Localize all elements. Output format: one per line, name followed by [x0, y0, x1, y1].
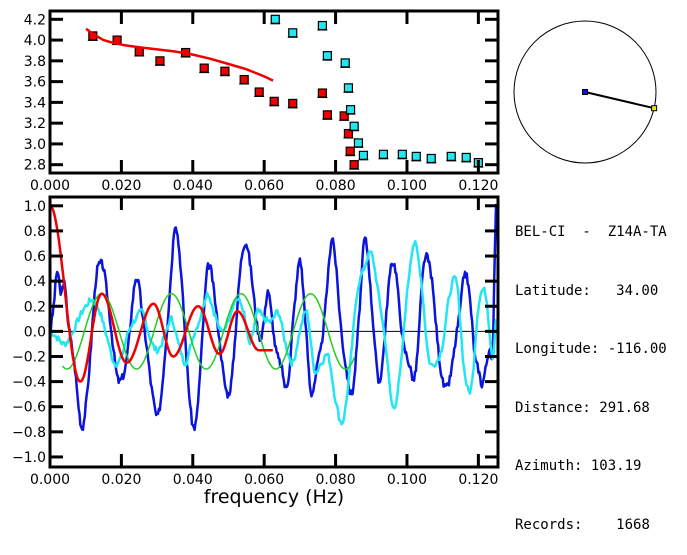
x-tick-label: 0.100 [387, 472, 427, 488]
station-marker-icon [651, 105, 658, 112]
x-tick-label: 0.040 [173, 472, 213, 488]
info-value: 34.00 [590, 282, 659, 299]
red-points-point [239, 74, 249, 85]
green-model-line [61, 292, 356, 370]
x-axis-title: frequency (Hz) [204, 486, 344, 508]
x-tick-label: 0.040 [173, 178, 213, 194]
cyan-points-point [358, 150, 369, 160]
cyan-points-point [446, 151, 456, 161]
dispersion-ticks: 0.000 0.020 0.040 0.060 0.080 0.100 0.120 2.8 3.… [24, 11, 498, 194]
x-tick-label: 0.120 [458, 472, 498, 488]
y-tick-label: 3.8 [24, 54, 46, 70]
x-tick-label: 0.080 [316, 178, 356, 194]
y-tick-label: −0.6 [12, 400, 46, 416]
azimuth-line [584, 91, 655, 110]
x-tick-label: 0.020 [101, 178, 141, 194]
y-tick-label: 2.8 [24, 158, 46, 174]
cyan-points-point [353, 138, 364, 148]
y-tick-label: 3.4 [24, 95, 46, 111]
info-label: Azimuth: [515, 458, 583, 474]
cyan-points-point [397, 149, 407, 159]
x-tick-label: 0.120 [458, 178, 498, 194]
y-tick-label: 4.0 [24, 33, 46, 49]
y-tick-label: 3.2 [24, 116, 46, 132]
y-tick-label: −0.4 [12, 375, 46, 391]
station-azimuth-map [513, 20, 658, 164]
red-points-point [199, 63, 209, 73]
dispersion-plot: 0.000 0.020 0.040 0.060 0.080 0.100 0.120 2.8 3.… [24, 9, 500, 194]
x-tick-label: 0.000 [30, 472, 70, 488]
info-value: 291.68 [590, 399, 650, 416]
y-tick-label: 0.6 [24, 249, 46, 265]
x-tick-label: 0.020 [101, 472, 141, 488]
cyan-points-point [461, 152, 471, 163]
event-marker-icon [582, 89, 588, 95]
red-model-line [49, 204, 274, 383]
info-label: Distance: [515, 399, 591, 416]
info-value: -116.00 [599, 341, 667, 357]
dispersion-plot-frame [48, 9, 500, 175]
x-tick-label: 0.060 [244, 472, 284, 488]
correlation-marks [48, 203, 498, 432]
cyan-points-point [288, 28, 298, 38]
info-label: Longitude: [515, 341, 600, 357]
blue-data-line [48, 203, 498, 432]
y-tick-label: 3.6 [24, 75, 46, 91]
cyan-points-point [270, 14, 280, 24]
cyan-points-point [340, 58, 350, 68]
red-points-point [322, 110, 332, 120]
y-tick-label: 0.4 [24, 274, 46, 290]
dispersion-marks [85, 14, 484, 170]
x-tick-label: 0.080 [316, 472, 356, 488]
red-points-point [288, 98, 298, 109]
red-points-point [349, 160, 359, 170]
y-tick-label: −1.0 [12, 450, 46, 466]
cyan-points-point [343, 83, 354, 93]
red-points-point [254, 87, 264, 97]
cyan-points-point [317, 20, 327, 31]
info-row-azimuth: Azimuth: 103.19 [515, 457, 667, 477]
station-pair-title: BEL-CI - Z14A-TA [515, 224, 667, 240]
x-tick-label: 0.100 [387, 178, 427, 194]
info-row-longitude: Longitude: -116.00 [515, 340, 667, 360]
info-value: 103.19 [582, 458, 642, 474]
info-row-latitude: Latitude: 34.00 [515, 282, 667, 302]
x-tick-label: 0.060 [244, 178, 284, 194]
figure: 0.000 0.020 0.040 0.060 0.080 0.100 0.120 2.8 3.… [12, 9, 658, 508]
info-label: Latitude: [515, 282, 591, 299]
y-tick-label: 0.2 [24, 299, 46, 315]
info-row-records: Records: 1668 [515, 516, 667, 536]
cyan-points-point [345, 105, 356, 115]
cyan-points-point [378, 149, 389, 159]
y-tick-label: 3.0 [24, 137, 46, 153]
red-points-point [317, 88, 327, 98]
station-info-panel: BEL-CI - Z14A-TA Latitude: 34.00 Longitu… [515, 184, 667, 555]
cyan-points-point [322, 51, 332, 61]
y-tick-label: −0.2 [12, 349, 46, 365]
y-tick-label: 1.0 [24, 199, 46, 215]
cyan-points-point [426, 153, 436, 164]
y-tick-label: 0.8 [24, 224, 46, 240]
red-points-point [220, 66, 230, 76]
y-tick-label: −0.8 [12, 425, 46, 441]
cyan-points-point [349, 121, 359, 131]
cyan-points-point [411, 151, 421, 161]
red-points-point [345, 146, 355, 156]
map-circle [513, 20, 657, 164]
model-curve [85, 27, 274, 82]
correlation-plot: 0.000 0.020 0.040 0.060 0.080 0.100 0.120 −1.0 −… [12, 195, 500, 508]
red-points-point [155, 56, 165, 66]
x-tick-label: 0.000 [30, 178, 70, 194]
info-row-distance: Distance: 291.68 [515, 399, 667, 419]
correlation-ticks: 0.000 0.020 0.040 0.060 0.080 0.100 0.120 −1.0 −… [12, 197, 498, 488]
cyan-data-line [49, 239, 498, 426]
y-tick-label: 0.0 [24, 324, 46, 340]
y-tick-label: 4.2 [24, 12, 46, 28]
red-points-point [269, 96, 279, 106]
